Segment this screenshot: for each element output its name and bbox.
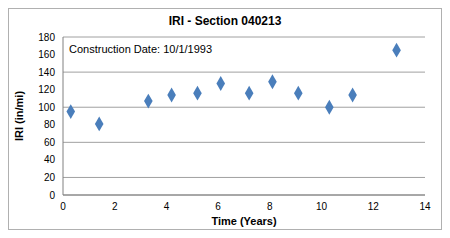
- svg-text:2: 2: [112, 201, 118, 212]
- svg-text:100: 100: [38, 102, 55, 113]
- html-text:IRI - Section 040213: IRI - Section 040213: [168, 14, 282, 28]
- svg-text:180: 180: [38, 32, 55, 43]
- svg-text:IRI (in/mi): IRI (in/mi): [13, 91, 25, 141]
- svg-text:140: 140: [38, 67, 55, 78]
- html-text:Construction Date: 10/1/1993: Construction Date: 10/1/1993: [69, 43, 213, 55]
- svg-text:4: 4: [164, 201, 170, 212]
- svg-text:120: 120: [38, 84, 55, 95]
- svg-text:60: 60: [44, 137, 56, 148]
- svg-text:6: 6: [215, 201, 221, 212]
- svg-text:20: 20: [44, 172, 56, 183]
- svg-text:0: 0: [60, 201, 66, 212]
- svg-text:0: 0: [49, 190, 55, 201]
- svg-text:14: 14: [419, 201, 431, 212]
- svg-text:8: 8: [267, 201, 273, 212]
- svg-text:12: 12: [368, 201, 380, 212]
- svg-text:80: 80: [44, 119, 56, 130]
- svg-text:Time (Years): Time (Years): [211, 215, 277, 227]
- svg-text:10: 10: [316, 201, 328, 212]
- svg-text:40: 40: [44, 154, 56, 165]
- svg-text:160: 160: [38, 49, 55, 60]
